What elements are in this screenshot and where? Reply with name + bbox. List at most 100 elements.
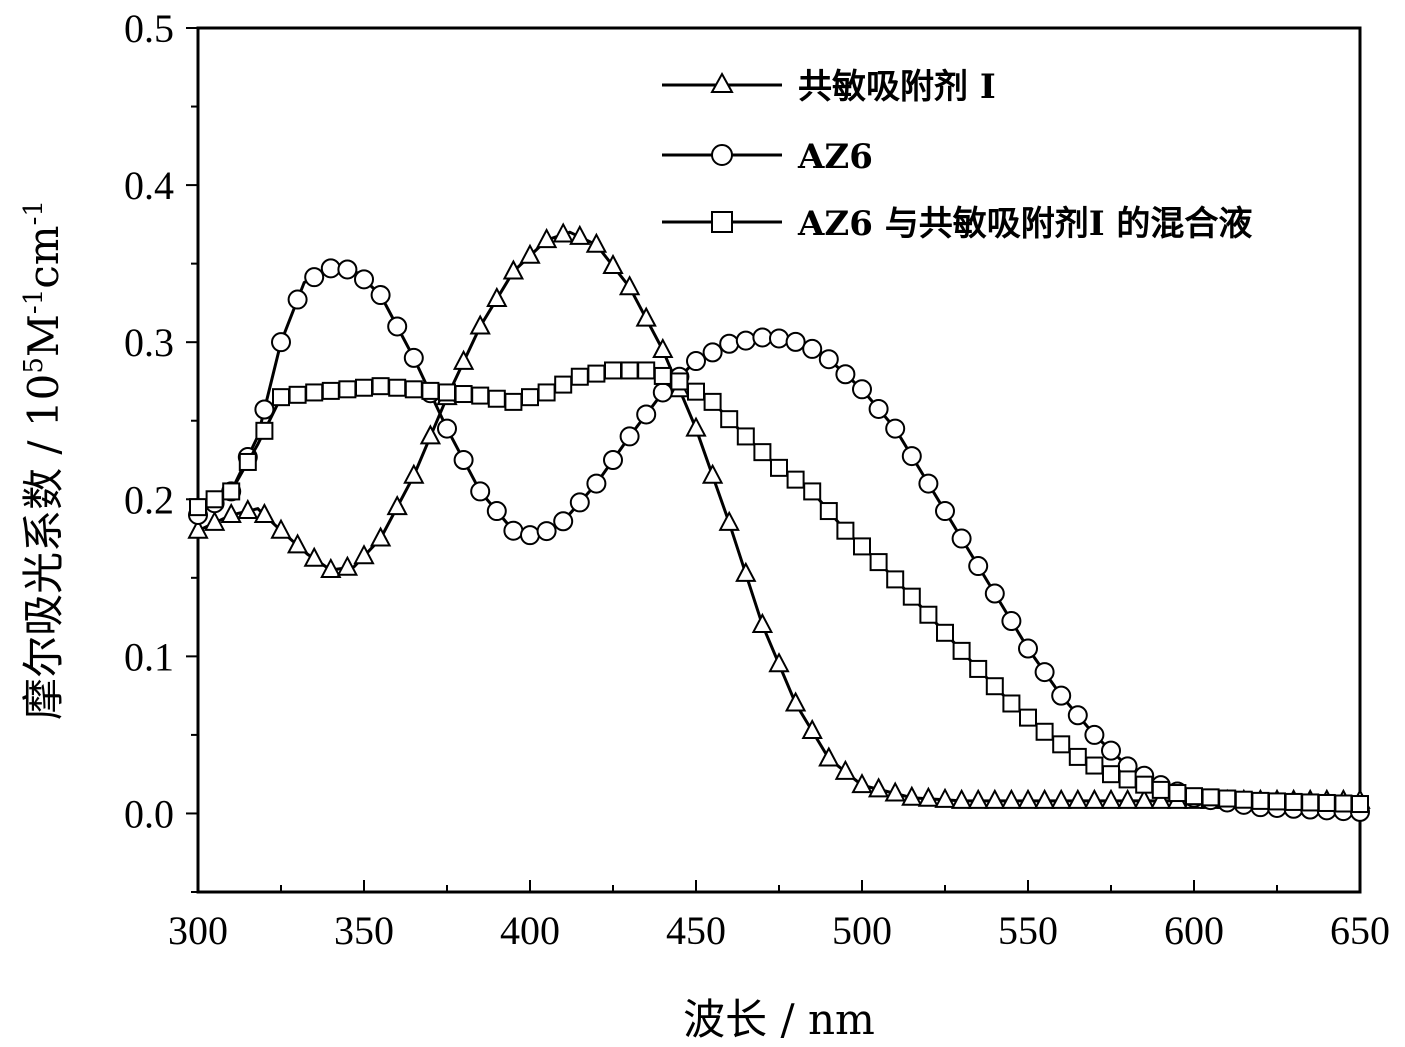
data-point-circle	[903, 447, 921, 465]
data-point-square	[655, 368, 671, 384]
series-triangle	[189, 224, 1369, 807]
data-point-square	[1169, 785, 1185, 801]
data-point-circle	[289, 291, 307, 309]
data-point-square	[954, 643, 970, 659]
y-tick-label: 0.5	[124, 6, 174, 51]
data-point-triangle	[1119, 791, 1137, 808]
data-point-circle	[770, 329, 788, 347]
data-point-circle	[853, 380, 871, 398]
data-point-triangle	[421, 426, 439, 443]
data-point-square	[1352, 796, 1368, 812]
data-point-circle	[836, 365, 854, 383]
series-line	[198, 268, 1360, 812]
data-point-square	[622, 362, 638, 378]
data-point-circle	[305, 268, 323, 286]
data-point-triangle	[787, 693, 805, 710]
data-point-square	[1186, 788, 1202, 804]
y-axis-title-sup-m: -1	[19, 289, 49, 314]
data-point-square	[1269, 793, 1285, 809]
data-point-circle	[753, 328, 771, 346]
data-point-square	[1136, 777, 1152, 793]
data-point-square	[1103, 766, 1119, 782]
data-point-circle	[621, 427, 639, 445]
x-tick-label: 600	[1164, 908, 1224, 953]
x-tick-label: 300	[168, 908, 228, 953]
data-point-square	[1302, 794, 1318, 810]
data-point-triangle	[803, 721, 821, 738]
data-point-circle	[687, 352, 705, 370]
data-point-square	[489, 391, 505, 407]
data-point-square	[754, 444, 770, 460]
data-point-triangle	[488, 289, 506, 306]
data-point-square	[207, 491, 223, 507]
data-point-circle	[554, 512, 572, 530]
data-point-triangle	[737, 564, 755, 581]
data-point-square	[539, 384, 555, 400]
data-point-square	[256, 423, 272, 439]
data-point-square	[1252, 793, 1268, 809]
data-point-triangle	[654, 340, 672, 357]
data-point-square	[1053, 736, 1069, 752]
data-point-triangle	[637, 309, 655, 326]
legend: 共敏吸附剂 I AZ6 AZ6 与共敏吸附剂I 的混合液	[662, 67, 1252, 244]
data-point-circle	[1019, 640, 1037, 658]
data-point-square	[1203, 789, 1219, 805]
data-point-square	[671, 373, 687, 389]
data-point-circle	[936, 502, 954, 520]
series-line	[198, 371, 1360, 805]
data-point-circle	[886, 420, 904, 438]
data-point-square	[904, 589, 920, 605]
data-point-circle	[455, 451, 473, 469]
data-point-square	[688, 384, 704, 400]
data-point-square	[1003, 695, 1019, 711]
data-point-circle	[338, 260, 356, 278]
data-point-square	[323, 383, 339, 399]
data-point-square	[887, 571, 903, 587]
data-point-circle	[787, 333, 805, 351]
legend-label-2: AZ6	[797, 137, 873, 177]
data-point-triangle	[455, 352, 473, 369]
data-point-circle	[1002, 612, 1020, 630]
series-line	[198, 232, 1360, 801]
y-axis-title-main: 摩尔吸光系数 / 10	[19, 374, 68, 720]
data-point-circle	[322, 259, 340, 277]
data-point-square	[705, 394, 721, 410]
data-point-circle	[820, 350, 838, 368]
data-point-square	[771, 460, 787, 476]
data-point-triangle	[471, 316, 489, 333]
data-point-square	[1236, 792, 1252, 808]
data-point-square	[223, 483, 239, 499]
data-point-circle	[969, 557, 987, 575]
y-tick-label: 0.2	[124, 477, 174, 522]
data-point-square	[373, 378, 389, 394]
x-tick-label: 500	[832, 908, 892, 953]
data-point-square	[1153, 782, 1169, 798]
data-point-circle	[521, 526, 539, 544]
legend-item-square: AZ6 与共敏吸附剂I 的混合液	[662, 204, 1252, 244]
data-point-square	[1286, 794, 1302, 810]
y-tick-label: 0.0	[124, 791, 174, 836]
data-point-square	[339, 381, 355, 397]
data-point-square	[1219, 791, 1235, 807]
y-tick-label: 0.4	[124, 163, 174, 208]
series-layer	[189, 224, 1369, 820]
data-point-square	[555, 377, 571, 393]
data-point-square	[572, 369, 588, 385]
y-axis-title: 摩尔吸光系数 / 105M-1cm-1	[19, 200, 68, 720]
data-point-circle	[720, 335, 738, 353]
x-tick-label: 550	[998, 908, 1058, 953]
data-point-circle	[604, 451, 622, 469]
data-point-triangle	[1102, 791, 1120, 808]
data-point-circle	[919, 475, 937, 493]
data-point-square	[1037, 724, 1053, 740]
data-point-triangle	[853, 775, 871, 792]
legend-square-icon	[712, 212, 732, 232]
data-point-square	[871, 554, 887, 570]
data-point-circle	[405, 349, 423, 367]
data-point-circle	[471, 482, 489, 500]
y-tick-label: 0.1	[124, 634, 174, 679]
data-point-square	[788, 472, 804, 488]
x-axis-title: 波长 / nm	[683, 995, 875, 1044]
x-tick-label: 400	[500, 908, 560, 953]
data-point-square	[1070, 749, 1086, 765]
